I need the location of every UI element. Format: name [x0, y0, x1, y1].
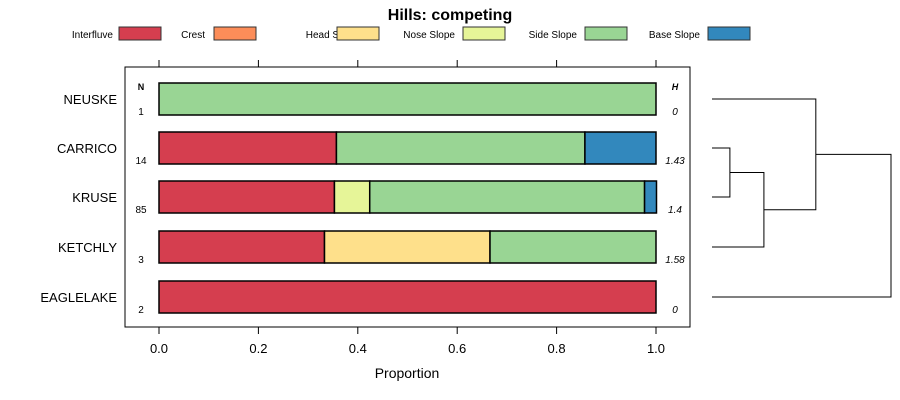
dendrogram-branch [712, 172, 765, 248]
legend: Interfluve Crest Head Slope Nose Slope Side … [72, 26, 751, 41]
bar-segment [368, 180, 646, 214]
n-header: N [138, 82, 145, 92]
bar-segment [584, 131, 657, 165]
dendrogram-branch [712, 153, 892, 298]
legend-swatch [462, 26, 506, 41]
bar-segment [489, 230, 657, 264]
bar-segment [158, 131, 338, 165]
dendrogram-branch [712, 147, 731, 198]
chart-title: Hills: competing [388, 7, 512, 24]
category-label: NEUSKE [64, 92, 118, 107]
dendrogram [712, 98, 892, 298]
x-tick-label: 0.4 [349, 341, 367, 356]
n-value: 85 [135, 205, 147, 216]
legend-label: Base Slope [649, 30, 701, 41]
legend-swatch [584, 26, 628, 41]
bar-segment [158, 180, 336, 214]
bar-segment [335, 131, 586, 165]
category-label: KRUSE [72, 190, 117, 205]
h-value: 0 [672, 305, 678, 316]
h-value: 0 [672, 107, 678, 118]
legend-label: Crest [181, 30, 205, 41]
category-label: CARRICO [57, 141, 117, 156]
x-tick-label: 0.8 [548, 341, 566, 356]
h-value: 1.4 [668, 205, 682, 216]
x-tick-label: 0.0 [150, 341, 168, 356]
bar-segment [333, 180, 371, 214]
bar-segment [158, 280, 657, 314]
bar-segment [158, 230, 326, 264]
n-value: 3 [138, 255, 144, 266]
bar-segment [323, 230, 491, 264]
bar-segment [643, 180, 658, 214]
category-label: KETCHLY [58, 240, 117, 255]
legend-label: Head Slope [306, 30, 359, 41]
x-tick-label: 0.6 [448, 341, 466, 356]
plot-panel [124, 66, 691, 328]
legend-label: Side Slope [529, 30, 578, 41]
n-value: 1 [138, 107, 144, 118]
legend-label: Nose Slope [403, 30, 455, 41]
legend-label: Interfluve [72, 30, 114, 41]
h-value: 1.43 [665, 156, 685, 167]
category-label: EAGLELAKE [40, 290, 117, 305]
legend-swatch [707, 26, 751, 41]
legend-swatch [118, 26, 162, 41]
bar-segment [158, 82, 657, 116]
h-value: 1.58 [665, 255, 685, 266]
x-tick-label: 0.2 [249, 341, 267, 356]
x-tick-label: 1.0 [647, 341, 665, 356]
n-value: 14 [135, 156, 147, 167]
legend-swatch [213, 26, 257, 41]
legend-swatch [336, 26, 380, 41]
h-header: H [672, 82, 679, 92]
n-value: 2 [138, 305, 144, 316]
x-axis-label: Proportion [375, 365, 440, 381]
